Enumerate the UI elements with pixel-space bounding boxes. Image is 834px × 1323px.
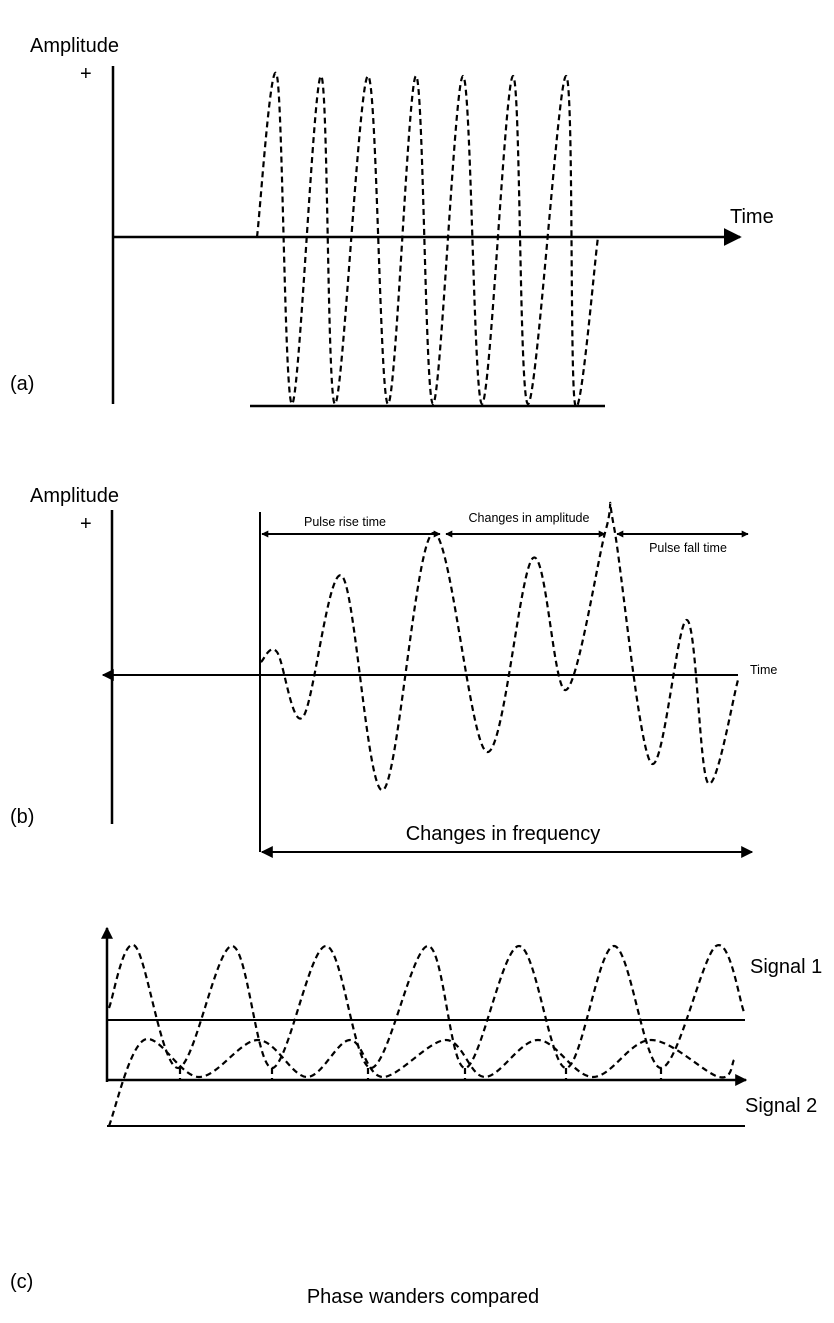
panel-b-amplitude-change-label: Changes in amplitude xyxy=(469,511,590,525)
panel-b-y-axis-label: Amplitude xyxy=(30,485,119,507)
panel-a-y-axis-sign: + xyxy=(80,63,92,85)
panel-c-caption: Phase wanders compared xyxy=(307,1286,539,1308)
panel-c-signal-1-label: Signal 1 xyxy=(750,956,822,978)
panel-a-signal-wave xyxy=(255,71,600,408)
panel-a-panel-label: (a) xyxy=(10,373,34,395)
panel-c-signal-1-wave xyxy=(107,943,746,1070)
panel-c-signal-2-label: Signal 2 xyxy=(745,1095,817,1117)
panel-b: Amplitude + Time Pulse rise time Changes… xyxy=(10,485,777,858)
panel-c-signal-2-wave xyxy=(107,1037,735,1127)
panel-c-panel-label: (c) xyxy=(10,1271,33,1293)
panel-a-x-axis-label: Time xyxy=(730,206,774,228)
panel-b-signal-wave xyxy=(260,501,740,792)
panel-b-x-axis-label: Time xyxy=(750,663,777,677)
panel-a: Amplitude + Time (a) xyxy=(10,35,774,408)
panel-b-fall-time-label: Pulse fall time xyxy=(649,541,727,555)
panel-b-rise-time-label: Pulse rise time xyxy=(304,515,386,529)
panel-b-panel-label: (b) xyxy=(10,806,34,828)
panel-c: Signal 1 Signal 2 Phase wanders compared… xyxy=(10,926,822,1308)
panel-a-y-axis-label: Amplitude xyxy=(30,35,119,57)
panel-c-phase-comparison-lines xyxy=(178,1068,663,1080)
panel-b-y-axis-sign: + xyxy=(80,513,92,535)
panel-b-frequency-change-label: Changes in frequency xyxy=(406,823,601,845)
